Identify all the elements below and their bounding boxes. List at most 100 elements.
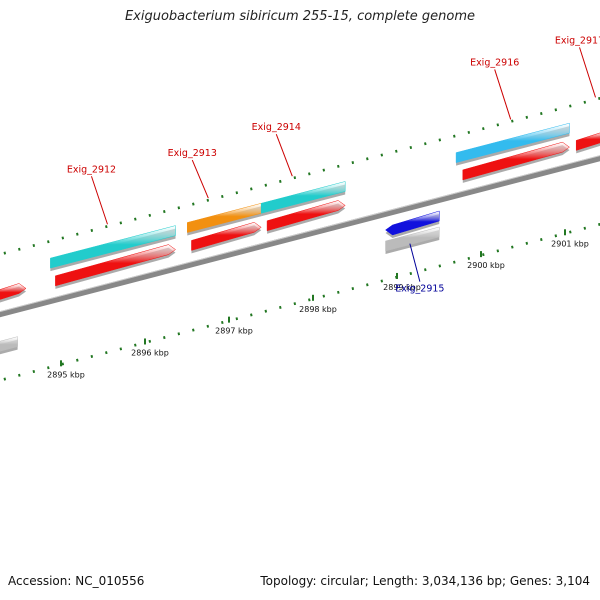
forward-ruler-tick [18, 247, 21, 251]
forward-ruler-tick [453, 134, 456, 138]
gene-label-leader [275, 134, 293, 177]
scale-tick-label: 2900 kbp [467, 261, 505, 270]
map-title: Exiguobacterium sibiricum 255-15, comple… [124, 9, 476, 24]
forward-ruler-tick [293, 176, 297, 180]
forward-ruler-tick [322, 168, 326, 172]
forward-ruler-tick [308, 172, 311, 176]
gene-label[interactable]: Exig_2913 [168, 148, 217, 159]
Exig_2916-cds[interactable] [462, 141, 570, 181]
left-partial-gene[interactable] [0, 336, 18, 355]
reverse-ruler-tick [308, 298, 311, 302]
reverse-ruler-tick [279, 305, 282, 309]
forward-ruler-tick [61, 236, 65, 240]
reverse-ruler-tick [3, 377, 7, 381]
Exig_2916-gene[interactable] [455, 122, 570, 163]
backbone-layer [0, 155, 600, 318]
forward-ruler-tick [3, 251, 7, 255]
forward-ruler-tick [540, 112, 543, 116]
reverse-ruler-tick [177, 332, 181, 336]
reverse-ruler-tick [250, 313, 253, 317]
scale-tick-label: 2895 kbp [47, 370, 85, 379]
reverse-ruler-tick [453, 260, 456, 264]
forward-ruler-tick [32, 243, 36, 248]
forward-ruler-tick [119, 221, 123, 225]
reverse-ruler-tick [540, 238, 543, 242]
forward-ruler-tick [163, 210, 166, 214]
scale-tick-label: 2898 kbp [299, 305, 337, 314]
forward-ruler-tick [206, 198, 210, 202]
forward-ruler-tick [337, 164, 340, 168]
gene-label-leader [409, 243, 421, 282]
forward-ruler-tick [351, 161, 355, 165]
label-layer: Exig_2912 Exig_2913 Exig_2914 Exig_2915 Exig… [67, 35, 600, 294]
reverse-ruler-tick [235, 317, 239, 321]
reverse-ruler-tick [134, 343, 137, 347]
Exig_2915-cds[interactable] [385, 210, 440, 236]
forward-ruler-tick [221, 194, 224, 199]
forward-ruler-tick [554, 108, 558, 112]
reverse-ruler-tick [148, 339, 152, 343]
accession-text: Accession: NC_010556 [8, 574, 145, 588]
forward-ruler-tick [235, 191, 239, 195]
reverse-ruler-tick [438, 264, 442, 268]
forward-ruler-tick [438, 138, 442, 142]
gene-label[interactable]: Exig_2916 [470, 57, 519, 68]
forward-ruler-tick [192, 202, 195, 206]
forward-ruler-tick [569, 104, 572, 108]
reverse-ruler-tick [496, 249, 500, 253]
forward-ruler-tick [380, 153, 384, 157]
reverse-ruler-tick [47, 366, 50, 370]
reverse-ruler-tick [206, 324, 210, 328]
Exig_2914-cds[interactable] [266, 200, 346, 232]
scale-tick-label: 2897 kbp [215, 327, 253, 336]
reverse-ruler-tick [554, 234, 558, 238]
scale-tick-label: 2896 kbp [131, 348, 169, 357]
Exig_2912-cds[interactable] [55, 244, 176, 287]
gene-label[interactable]: Exig_2914 [252, 122, 301, 133]
reverse-ruler-tick [32, 369, 36, 374]
feature-layer [0, 122, 600, 355]
reverse-ruler-tick [264, 309, 268, 313]
left-partial-cds[interactable] [0, 283, 27, 303]
reverse-ruler-tick [119, 347, 123, 351]
reverse-ruler-tick [380, 279, 384, 283]
forward-ruler-tick [525, 115, 529, 119]
reverse-ruler-tick [409, 271, 413, 276]
reverse-ruler-tick [424, 268, 427, 272]
reverse-ruler-tick [105, 351, 108, 355]
reverse-ruler-tick [192, 328, 195, 332]
topology-info-text: Topology: circular; Length: 3,034,136 bp… [260, 574, 590, 588]
Exig_2915-gene[interactable] [385, 226, 440, 252]
forward-ruler-tick [177, 206, 181, 210]
forward-ruler-tick [366, 157, 369, 161]
Exig_2913-cds[interactable] [191, 222, 262, 251]
gene-label[interactable]: Exig_2915 [395, 284, 444, 295]
scale-tick-label: 2899 kbp [383, 283, 421, 292]
scale-tick-label: 2901 kbp [551, 239, 589, 248]
reverse-ruler-tick [351, 287, 355, 291]
reverse-ruler-tick [467, 256, 471, 260]
forward-ruler-tick [134, 217, 137, 221]
forward-ruler-tick [482, 127, 485, 131]
reverse-ruler-tick [569, 230, 572, 234]
reverse-ruler-tick [61, 362, 65, 366]
Exig_2914-gene[interactable] [260, 181, 346, 214]
reverse-ruler-tick [337, 290, 340, 294]
genome-backbone-highlight [0, 155, 600, 313]
reverse-ruler-tick [76, 358, 79, 362]
forward-ruler-tick [409, 145, 413, 150]
Exig_2912-gene[interactable] [50, 225, 176, 269]
forward-ruler-tick [264, 183, 268, 187]
Exig_2917-cds[interactable] [575, 130, 600, 151]
gene-label-leader [579, 47, 596, 98]
reverse-ruler-tick [583, 226, 587, 230]
gene-label-leader [191, 159, 209, 199]
reverse-ruler-tick [90, 354, 94, 358]
reverse-ruler-tick [525, 241, 529, 245]
reverse-ruler-tick [366, 283, 369, 287]
gene-label[interactable]: Exig_2912 [67, 164, 116, 175]
gene-label[interactable]: Exig_2917 [555, 35, 600, 46]
forward-ruler-tick [395, 149, 398, 153]
